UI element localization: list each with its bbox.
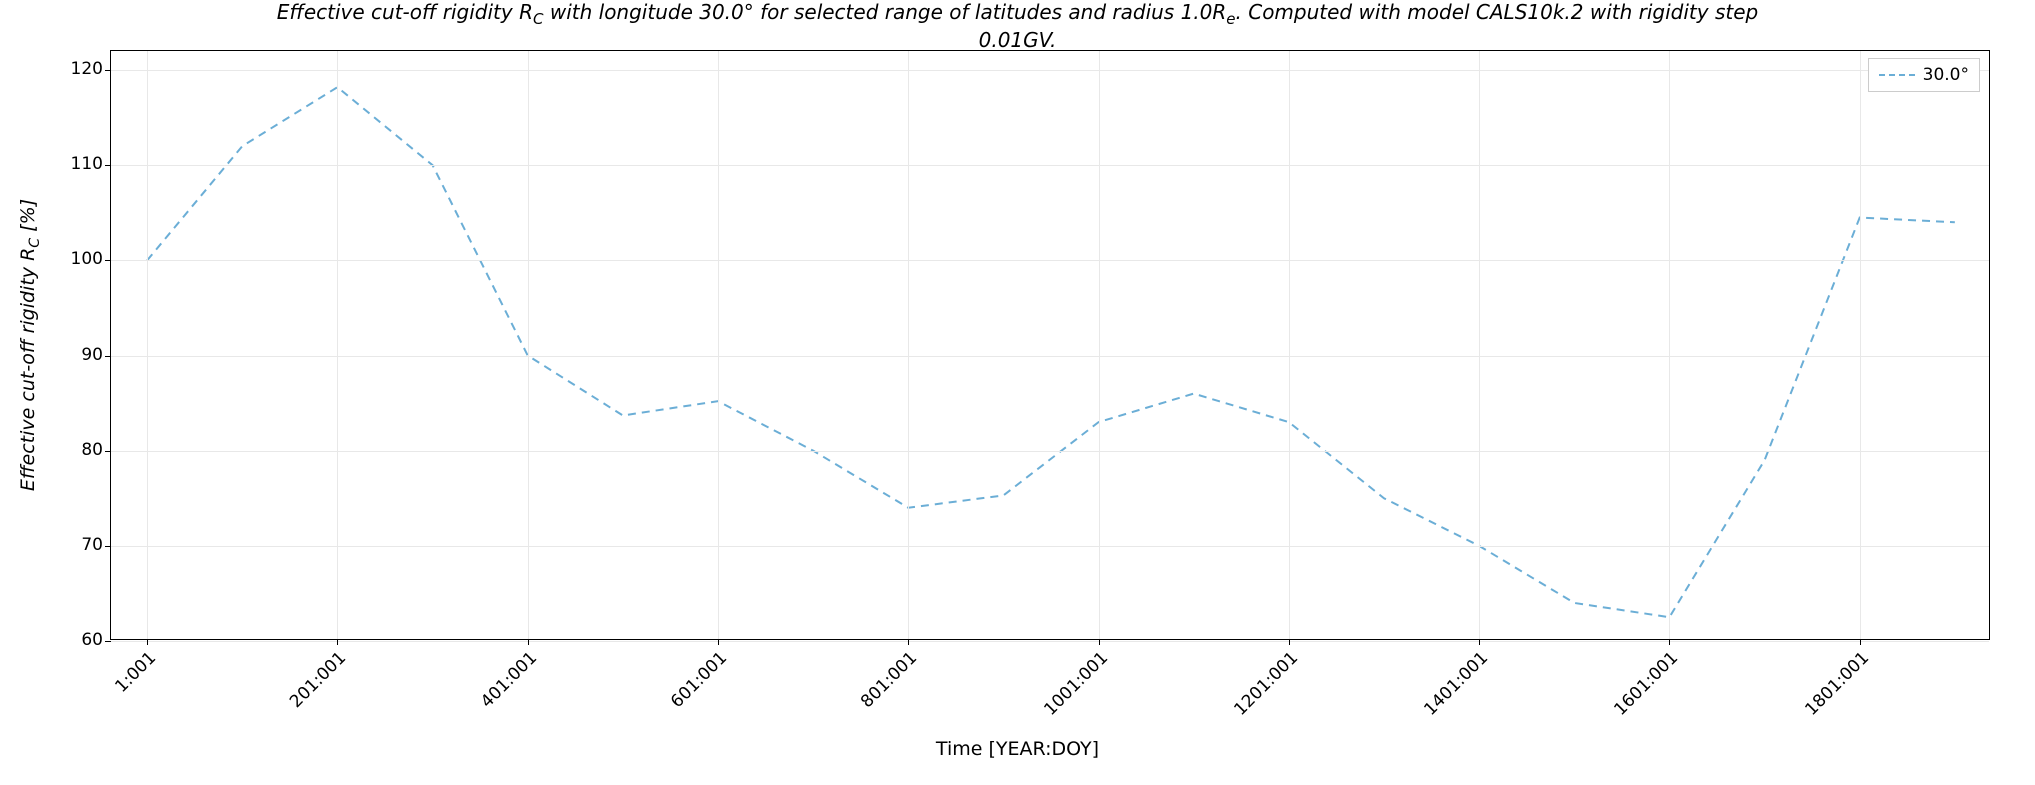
xtick-label: 1401:001 (1421, 648, 1493, 720)
chart-title: Effective cut-off rigidity RC with longi… (0, 0, 2035, 52)
legend-line-sample (1879, 74, 1915, 76)
title-text-1c: . Computed with model CALS10k.2 with rig… (1236, 0, 1759, 24)
ylabel-sub: C (27, 238, 43, 248)
legend-label: 30.0° (1923, 65, 1969, 85)
xtick-mark (1479, 639, 1480, 645)
xtick-label: 401:001 (477, 648, 541, 712)
title-sub-1: C (533, 10, 543, 28)
xtick-mark (718, 639, 719, 645)
ytick-mark (105, 641, 111, 642)
grid-line-h (111, 451, 1989, 452)
xtick-label: 601:001 (667, 648, 731, 712)
xtick-mark (908, 639, 909, 645)
grid-line-v (337, 51, 338, 639)
xtick-label: 1601:001 (1611, 648, 1683, 720)
xtick-label: 801:001 (857, 648, 921, 712)
ytick-mark (105, 451, 111, 452)
xtick-mark (1289, 639, 1290, 645)
title-text-1: Effective cut-off rigidity R (277, 0, 533, 24)
ytick-mark (105, 546, 111, 547)
grid-line-v (908, 51, 909, 639)
grid-line-h (111, 165, 1989, 166)
ylabel-post: [%] (17, 199, 39, 238)
grid-line-v (528, 51, 529, 639)
ytick-label: 60 (13, 630, 103, 650)
ytick-label: 100 (13, 249, 103, 269)
xtick-mark (147, 639, 148, 645)
xtick-label: 1201:001 (1230, 648, 1302, 720)
ytick-label: 90 (13, 345, 103, 365)
xtick-mark (528, 639, 529, 645)
series-line (147, 87, 1955, 617)
legend: 30.0° (1868, 58, 1980, 92)
grid-line-v (1099, 51, 1100, 639)
xtick-mark (337, 639, 338, 645)
grid-line-v (147, 51, 148, 639)
grid-line-h (111, 356, 1989, 357)
grid-line-v (1289, 51, 1290, 639)
line-series-svg (111, 51, 1989, 639)
title-text-2: 0.01GV. (979, 28, 1057, 52)
title-sub-2: e (1226, 10, 1235, 28)
grid-line-v (718, 51, 719, 639)
grid-line-h (111, 70, 1989, 71)
ytick-mark (105, 70, 111, 71)
xtick-label: 1:001 (111, 648, 160, 697)
plot-area (110, 50, 1990, 640)
grid-line-h (111, 641, 1989, 642)
xtick-label: 1001:001 (1040, 648, 1112, 720)
xtick-mark (1860, 639, 1861, 645)
grid-line-h (111, 546, 1989, 547)
ytick-label: 120 (13, 59, 103, 79)
xtick-mark (1669, 639, 1670, 645)
xtick-mark (1099, 639, 1100, 645)
xtick-label: 201:001 (286, 648, 350, 712)
grid-line-v (1479, 51, 1480, 639)
ytick-label: 80 (13, 440, 103, 460)
grid-line-h (111, 260, 1989, 261)
grid-line-v (1860, 51, 1861, 639)
ytick-mark (105, 165, 111, 166)
xtick-label: 1801:001 (1801, 648, 1873, 720)
ytick-label: 70 (13, 535, 103, 555)
grid-line-v (1669, 51, 1670, 639)
chart-container: Effective cut-off rigidity RC with longi… (0, 0, 2035, 785)
ytick-mark (105, 260, 111, 261)
title-text-1b: with longitude 30.0° for selected range … (543, 0, 1226, 24)
ytick-mark (105, 356, 111, 357)
x-axis-label: Time [YEAR:DOY] (0, 738, 2035, 760)
ytick-label: 110 (13, 154, 103, 174)
